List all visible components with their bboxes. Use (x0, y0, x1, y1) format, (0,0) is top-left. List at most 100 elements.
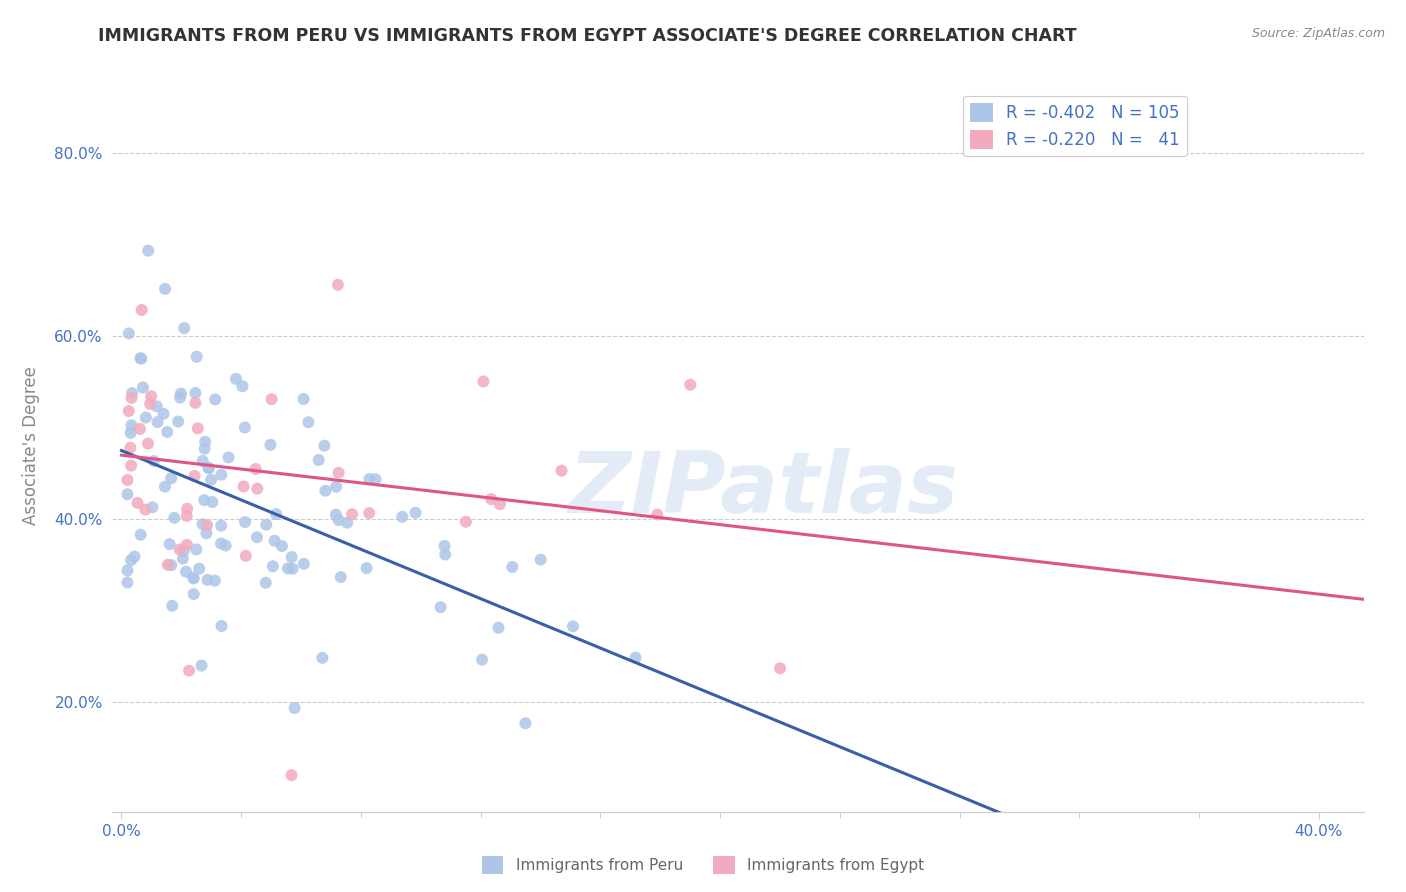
Text: ZIPatlas: ZIPatlas (568, 449, 959, 532)
Point (145, 400, 167, 414)
Point (277, 561, 299, 575)
Point (328, 466, 350, 480)
Point (129, 422, 152, 436)
Point (184, 396, 207, 410)
Point (434, 548, 457, 562)
Point (186, 542, 208, 557)
Point (340, 507, 363, 521)
Point (146, 415, 169, 429)
Point (195, 526, 218, 541)
Point (120, 553, 142, 567)
Point (204, 392, 226, 407)
Point (160, 471, 183, 485)
Point (183, 587, 205, 601)
Point (121, 391, 143, 405)
Point (231, 379, 253, 393)
Point (254, 517, 277, 532)
Point (120, 425, 142, 440)
Point (218, 450, 240, 465)
Point (197, 573, 219, 587)
Point (120, 441, 142, 455)
Point (326, 277, 349, 292)
Point (129, 527, 152, 541)
Point (204, 574, 226, 588)
Point (159, 537, 181, 551)
Point (515, 716, 537, 731)
Point (117, 575, 139, 590)
Legend: Immigrants from Peru, Immigrants from Egypt: Immigrants from Peru, Immigrants from Eg… (475, 850, 931, 880)
Point (191, 454, 214, 468)
Point (156, 558, 179, 572)
Point (479, 492, 502, 507)
Point (194, 434, 217, 449)
Point (197, 461, 219, 475)
Point (233, 515, 256, 529)
Point (292, 392, 315, 406)
Point (405, 506, 427, 520)
Point (550, 464, 572, 478)
Point (160, 558, 183, 573)
Point (211, 619, 233, 633)
Point (314, 483, 336, 498)
Y-axis label: Associate's Degree: Associate's Degree (22, 367, 41, 525)
Point (311, 650, 333, 665)
Point (679, 377, 702, 392)
Point (769, 661, 792, 675)
Point (329, 570, 352, 584)
Point (501, 560, 523, 574)
Point (201, 495, 224, 509)
Point (156, 425, 179, 439)
Point (193, 493, 215, 508)
Point (471, 653, 494, 667)
Point (235, 549, 257, 563)
Point (263, 533, 285, 548)
Point (127, 496, 149, 510)
Point (314, 439, 336, 453)
Point (198, 461, 221, 475)
Point (129, 351, 152, 366)
Point (142, 454, 165, 468)
Point (391, 509, 413, 524)
Point (624, 650, 647, 665)
Point (139, 397, 162, 411)
Point (328, 513, 350, 527)
Point (209, 536, 232, 550)
Point (136, 436, 159, 450)
Point (246, 530, 269, 544)
Point (489, 497, 512, 511)
Point (120, 458, 142, 473)
Point (280, 768, 302, 782)
Point (195, 518, 218, 533)
Point (190, 658, 212, 673)
Point (134, 502, 156, 516)
Point (225, 372, 247, 386)
Point (129, 351, 152, 366)
Point (124, 549, 146, 564)
Point (117, 564, 139, 578)
Point (183, 469, 205, 483)
Point (562, 619, 585, 633)
Point (214, 539, 236, 553)
Point (259, 438, 281, 452)
Point (167, 415, 190, 429)
Point (325, 508, 347, 522)
Point (160, 599, 183, 613)
Point (152, 407, 174, 421)
Point (135, 410, 157, 425)
Point (254, 575, 277, 590)
Text: IMMIGRANTS FROM PERU VS IMMIGRANTS FROM EGYPT ASSOCIATE'S DEGREE CORRELATION CHA: IMMIGRANTS FROM PERU VS IMMIGRANTS FROM … (98, 27, 1077, 45)
Point (364, 472, 387, 486)
Point (429, 600, 451, 615)
Point (169, 391, 191, 405)
Point (184, 386, 207, 401)
Point (325, 480, 347, 494)
Point (174, 565, 197, 579)
Point (433, 539, 456, 553)
Text: Source: ZipAtlas.com: Source: ZipAtlas.com (1251, 27, 1385, 40)
Point (271, 539, 294, 553)
Point (281, 562, 304, 576)
Point (262, 559, 284, 574)
Point (359, 472, 381, 486)
Point (233, 420, 256, 434)
Point (176, 508, 198, 523)
